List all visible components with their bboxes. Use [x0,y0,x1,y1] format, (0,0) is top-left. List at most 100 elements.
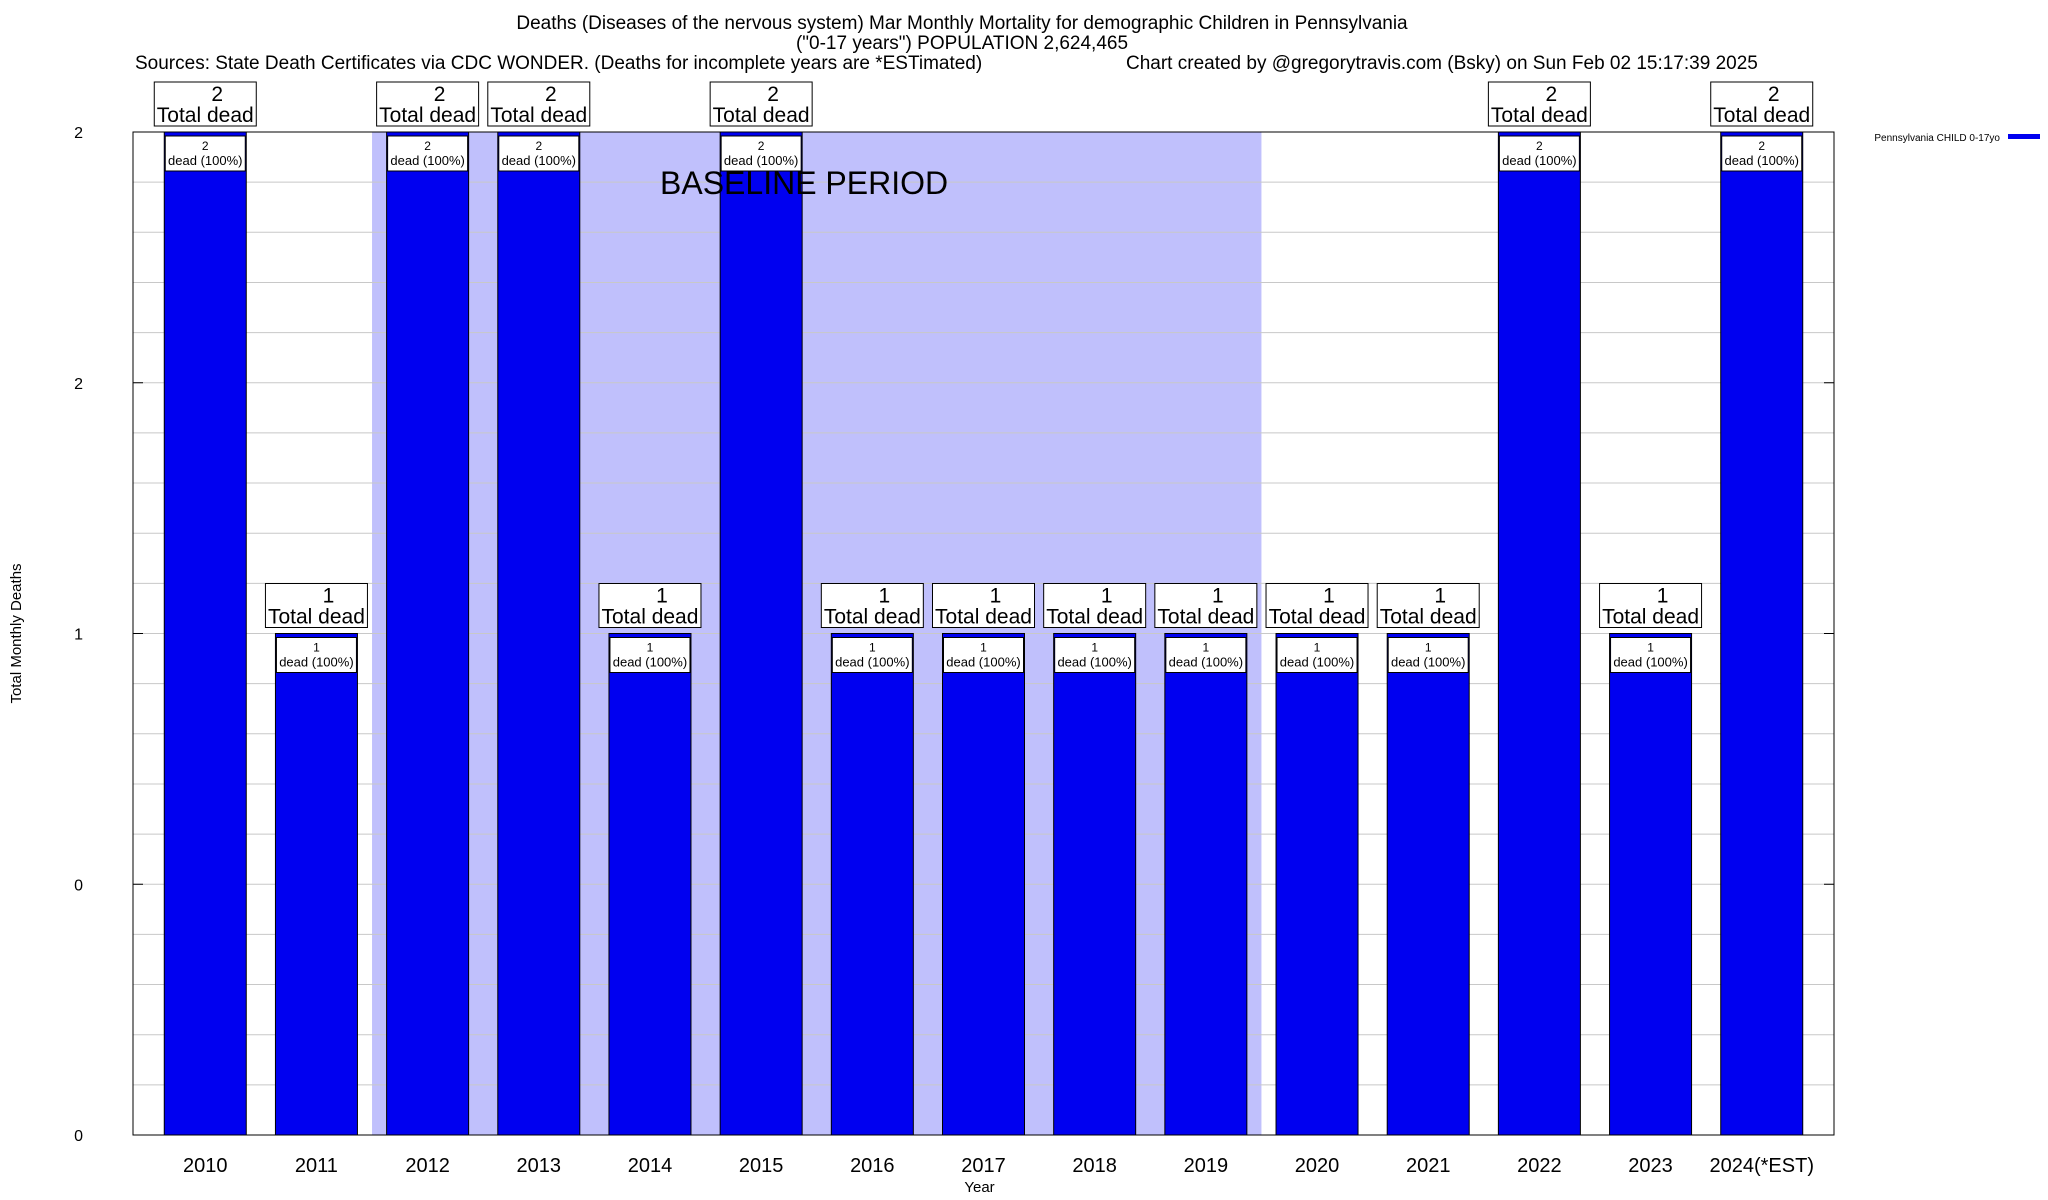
inner-label-count: 1 [1425,641,1432,655]
x-tick-label: 2021 [1406,1155,1451,1177]
inner-label-count: 2 [424,139,431,153]
y-axis-label: Total Monthly Deaths [8,563,25,703]
total-label-text: Total dead [602,606,699,629]
total-label-count: 2 [767,83,779,106]
inner-label-count: 1 [1091,641,1098,655]
inner-label-count: 1 [1647,641,1654,655]
inner-label-count: 1 [1203,641,1210,655]
total-label-count: 1 [1434,585,1446,608]
y-tick-label: 2 [74,376,83,393]
chart-sources: Sources: State Death Certificates via CD… [135,53,983,74]
inner-label-count: 2 [535,139,542,153]
total-label-count: 1 [990,585,1002,608]
bar-2013 [497,131,581,1136]
bar-2018 [1053,633,1137,1136]
inner-label-count: 2 [1758,139,1765,153]
total-label-count: 1 [656,585,668,608]
inner-label-count: 1 [647,641,654,655]
inner-label-box [1610,637,1692,673]
x-tick-label: 2015 [739,1155,784,1177]
total-label-box [1710,81,1814,127]
inner-label-box [1165,637,1247,673]
bar-2012 [386,131,470,1136]
total-label-box [932,583,1035,628]
total-label-count: 2 [1546,83,1558,106]
bar-2019 [1164,633,1248,1136]
x-tick-label: 2024(*EST) [1709,1155,1814,1177]
total-label-count: 1 [1323,585,1335,608]
inner-label-count: 2 [202,139,209,153]
bar-2024(*EST) [1720,131,1804,1136]
x-tick-label: 2010 [183,1155,228,1177]
inner-label-count: 2 [1536,139,1543,153]
inner-label-box [164,135,246,172]
total-label-box [1154,583,1258,628]
inner-label-box [831,637,913,673]
total-label-box [376,81,480,127]
total-label-text: Total dead [1380,606,1477,629]
x-tick-label: 2020 [1295,1155,1340,1177]
inner-label-count: 2 [758,139,765,153]
total-label-count: 1 [323,585,335,608]
inner-label-text: dead (100%) [613,655,687,670]
bar-2014 [608,633,692,1136]
total-label-box [709,81,813,127]
total-label-box [264,583,368,628]
inner-label-text: dead (100%) [279,655,353,670]
inner-label-text: dead (100%) [502,153,576,168]
y-tick-label: 1 [74,627,83,644]
inner-label-text: dead (100%) [1280,655,1354,670]
x-tick-label: 2023 [1628,1155,1673,1177]
inner-label-box [1054,637,1136,673]
inner-label-box [1276,637,1358,673]
inner-label-box [609,637,691,673]
y-tick-label: 2 [74,125,83,142]
inner-label-box [275,637,357,673]
total-label-count: 2 [545,83,557,106]
total-label-box [153,81,257,127]
bar-2022 [1497,131,1581,1136]
bar-2011 [274,633,358,1136]
bar-2023 [1609,633,1693,1136]
x-tick-label: 2016 [850,1155,895,1177]
x-tick-label: 2018 [1072,1155,1117,1177]
inner-label-text: dead (100%) [1725,153,1799,168]
inner-label-box [1387,637,1469,673]
total-label-text: Total dead [490,104,587,127]
inner-label-count: 1 [313,641,320,655]
total-label-box [598,583,702,628]
bar-2015 [719,131,803,1136]
legend-swatch [2008,134,2040,139]
total-label-text: Total dead [1713,104,1810,127]
total-label-count: 1 [1101,585,1113,608]
inner-label-text: dead (100%) [1169,655,1243,670]
total-label-text: Total dead [935,606,1032,629]
baseline-period-label: BASELINE PERIOD [660,165,948,201]
total-label-text: Total dead [1157,606,1254,629]
chart-title-line-1: Deaths (Diseases of the nervous system) … [516,13,1408,34]
inner-label-text: dead (100%) [835,655,909,670]
bar-2017 [942,633,1025,1136]
x-tick-label: 2017 [961,1155,1006,1177]
inner-label-text: dead (100%) [1502,153,1576,168]
total-label-box [1376,583,1480,628]
inner-label-text: dead (100%) [1613,655,1687,670]
total-label-box [1487,81,1591,127]
bar-2020 [1275,633,1359,1136]
inner-label-count: 1 [1314,641,1321,655]
total-label-text: Total dead [713,104,810,127]
x-axis-label: Year [964,1179,994,1196]
total-label-text: Total dead [824,606,921,629]
total-label-box [1043,583,1147,628]
total-label-box [487,81,591,127]
inner-label-text: dead (100%) [724,153,798,168]
inner-label-text: dead (100%) [1057,655,1131,670]
total-label-text: Total dead [1602,606,1699,629]
inner-label-count: 1 [869,641,876,655]
total-label-count: 1 [1657,585,1669,608]
inner-label-box [1721,135,1803,172]
inner-label-text: dead (100%) [946,655,1020,670]
x-tick-label: 2012 [405,1155,450,1177]
inner-label-box [720,135,802,172]
